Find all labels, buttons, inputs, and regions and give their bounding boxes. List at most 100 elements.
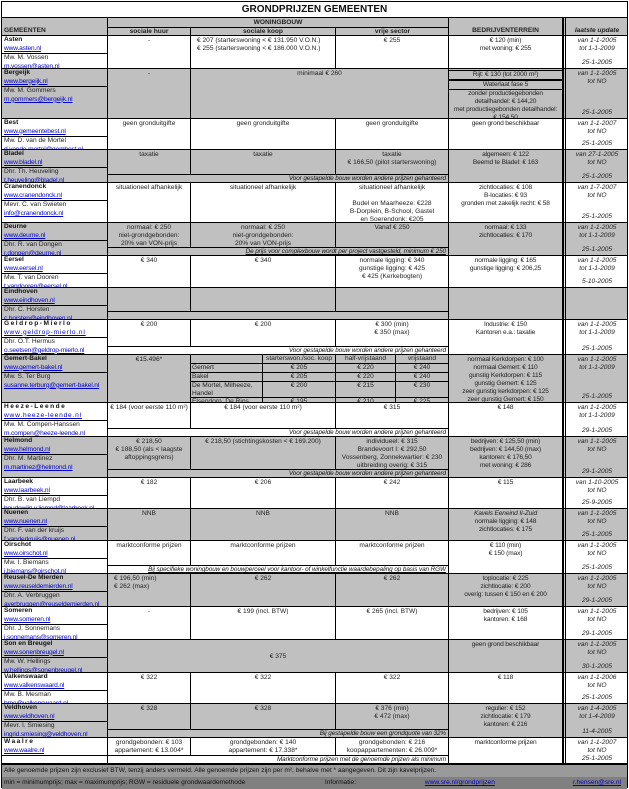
update-cell — [563, 288, 628, 319]
sociale-koop-cell: € 322 — [191, 673, 336, 703]
contact-email-link[interactable]: j.sonnemans@someren.nl — [4, 633, 78, 639]
update-period: van 1-1-2005 tot NO — [566, 641, 628, 657]
contact-email-link[interactable]: m.vossen@asten.nl — [4, 62, 60, 68]
contact-email-link[interactable]: w.hellings@sonenbreugel.nl — [4, 666, 83, 672]
contact-email-link[interactable]: i.biemans@oirschot.nl — [4, 567, 66, 573]
bedrijventerrein-cell: regulier: € 152 zichtlocatie: € 179 kantor… — [449, 704, 563, 737]
cell-line: € 315 — [383, 404, 401, 411]
gemeente-website-link[interactable]: www.laarbeek.nl — [4, 486, 50, 494]
update-date: 25-1-2005 — [581, 173, 613, 180]
gemeente-website-link[interactable]: www.helmond.nl — [4, 445, 50, 453]
gemeente-website-link[interactable]: www.asten.nl — [4, 44, 42, 52]
update-cell: van 1-1-2007 tot NO 25-1-2005 — [563, 119, 628, 149]
gemeente-website-link[interactable]: www.someren.nl — [4, 615, 51, 623]
gemeente-website-link[interactable]: www.deurne.nl — [4, 231, 46, 239]
contact-email-link[interactable]: f.vanderkruijs@nuenen.nl — [4, 535, 76, 540]
gemeente-contact: Mevr. I. Smiesing ingrid.smiesing@veldhov… — [2, 722, 107, 737]
gemeente-website-link[interactable]: www.bergeijk.nl — [4, 77, 48, 85]
update-period: van 1-1-2005 tot NO — [566, 438, 628, 454]
subtable-cell: € 220 — [336, 364, 396, 373]
gemeente-website-link[interactable]: www.gemeentebest.nl — [4, 127, 66, 135]
contact-email-link[interactable]: o.seetsen@geldrop-mierlo.nl — [4, 346, 85, 354]
cell-line: situationeel afhankelijk — [358, 184, 426, 191]
header-gemeenten: GEMEENTEN — [2, 18, 108, 35]
contact-email-link[interactable]: bme@valkenswaard.nl — [4, 700, 107, 703]
cell-line: € 340 — [140, 257, 158, 264]
update-cell: van 1-1-2005 tot 1-1-2009 29-1-2005 — [563, 403, 628, 436]
gemeente-info: Nuenen www.nuenen.nl — [2, 509, 107, 528]
contact-email-link[interactable]: ingrid.smiesing@veldhoven.nl — [4, 730, 88, 737]
gemeente-cell: Veldhoven www.veldhoven.nl Mevr. I. Smiesi… — [2, 704, 108, 737]
contact-email-link[interactable]: info@cranendonck.nl — [4, 209, 64, 217]
update-date: 29-1-2005 — [581, 468, 613, 475]
gemeente-cell: Someren www.someren.nl Dhr. J. Sonnemans j.… — [2, 607, 108, 639]
price-note: Bij gestapelde bouw een grondquote van 3… — [108, 729, 449, 737]
contact-email-link[interactable]: r.dongen@deurne.nl — [4, 249, 62, 255]
gemeente-contact: Mw. S. Ter Burg susanne.terburg@gemert-ba… — [2, 373, 107, 402]
gemeente-website-link[interactable]: www.cranendonck.nl — [4, 191, 62, 199]
table-row: Cranendonck www.cranendonck.nl Mevr. C. va… — [2, 183, 627, 223]
info-link[interactable]: www.sre.nl/grondprijzen — [424, 779, 495, 786]
cell-line: bedrijven: € 125,50 (min) — [470, 438, 541, 445]
gemeente-cell: Nuenen www.nuenen.nl Dhr. F. van der kruij… — [2, 509, 108, 540]
sociale-huur-cell: marktconforme prijzen — [108, 541, 191, 565]
cell-line: zichtlocaties: € 170 — [478, 232, 533, 239]
contact-name: Mw. I. Biemans — [4, 559, 49, 567]
vrije-sector-cell: situationeel afhankelijk Budel en Maarhee… — [336, 183, 449, 222]
cell-line: 20% van VON-prijs — [234, 240, 292, 247]
contact-email-link[interactable]: m.gommers@bergeijk.nl — [4, 95, 73, 103]
gemeente-website-link[interactable]: www.valkenswaard.nl — [4, 681, 65, 689]
bedrijventerrein-cell: € 118 — [449, 673, 563, 703]
update-cell: van 1-1-2005 tot 1-1-2009 25-1-2005 — [563, 223, 628, 255]
table-row: Gemert-Bakel www.gemert-bakel.nl Mw. S. Te… — [2, 355, 627, 403]
sociale-huur-cell: € 218,50 € 188,50 (als < laagste aftopping… — [108, 437, 191, 469]
contact-name: Dhr. B. van Liempd — [4, 496, 61, 504]
sociale-huur-cell — [108, 288, 191, 311]
gemeente-website-link[interactable]: www.eersel.nl — [4, 264, 43, 272]
contact-email-link[interactable]: m.compen@heeze-leende.nl — [4, 429, 85, 436]
contact-email-link[interactable]: averbruggen@reuseldemierden.nl — [4, 600, 100, 606]
contact-email-link[interactable]: c.horsten@eindhoven.nl — [4, 314, 72, 319]
subtable-cell: € 205 — [263, 373, 336, 382]
gemeente-website-link[interactable]: www.gemert-bakel.nl — [4, 363, 63, 371]
cell-line: zichtlocatie: € 200 — [480, 583, 531, 590]
gemeente-info: Someren www.someren.nl — [2, 607, 107, 626]
info-email[interactable]: r.hensen@sre.nl — [572, 779, 621, 786]
gemeente-website-link[interactable]: www.oirschot.nl — [4, 549, 48, 557]
sociale-koop-cell: € 207 (starterswoning < € 131.950 V.O.N.… — [191, 36, 336, 68]
update-cell: van 1-1-2005 tot NO 25-1-2005 — [563, 509, 628, 540]
contact-email-link[interactable]: t.heuveling@bladel.nl — [4, 176, 64, 182]
cell-line: € 115 — [497, 479, 514, 486]
contact-email-link[interactable]: susanne.terburg@gemert-bakel.nl — [4, 381, 100, 389]
update-from: van 27-1-2005 — [575, 151, 619, 158]
gemeente-website-link[interactable]: www.waalre.nl — [4, 746, 45, 754]
cell-line: detailhandel: € 144,20 — [474, 98, 537, 105]
gemeente-website-link[interactable]: www.reuseldemierden.nl — [4, 582, 73, 590]
vrije-sector-cell: Vanaf € 250 — [336, 223, 449, 247]
cell-line: niet-grondgebonden: — [118, 232, 180, 239]
sociale-huur-cell: geen gronduitgifte — [108, 119, 191, 149]
cell-line: € 322 — [254, 674, 272, 681]
update-period: van 1-1-2005 tot NO — [566, 608, 628, 624]
contact-name: Dhr. A. Verbruggen — [4, 592, 60, 600]
cell-line: Beemd te Bladel: € 163 — [472, 159, 539, 166]
gemeente-website-link[interactable]: www.geldrop-mierlo.nl — [4, 328, 86, 336]
bedrijventerrein-cell — [449, 288, 563, 319]
gemeente-website-link[interactable]: www.nuenen.nl — [4, 517, 47, 525]
contact-email-link[interactable]: t.vandooren@eersel.nl — [4, 282, 68, 287]
gemeente-website-link[interactable]: www.sonenbreugel.nl — [4, 648, 64, 656]
subtable-cell: € 210 — [336, 398, 396, 402]
price-note: Voor gestapelde bouw worden andere prijz… — [108, 174, 449, 182]
gemeente-website-link[interactable]: www.veldhoven.nl — [4, 712, 55, 720]
subtable-cell: € 200 — [263, 382, 336, 398]
gemeente-website-link[interactable]: www.eindhoven.nl — [4, 296, 55, 304]
gemeente-website-link[interactable]: www.bladel.nl — [4, 158, 43, 166]
contact-email-link[interactable]: m.martinez@helmond.nl — [4, 463, 73, 471]
cell-line: € 376 (min) — [375, 705, 409, 712]
update-from: van 1-1-2005 — [577, 575, 617, 582]
contact-email-link[interactable]: d.vande.mortel@gembest.nl — [4, 146, 107, 149]
contact-email-link[interactable]: boudewijn.v.liempd@laarbeek.nl — [4, 505, 107, 508]
subtable-cell: € 230 — [396, 382, 448, 398]
gemeente-website-link[interactable]: www.heeze-leende.nl — [4, 411, 82, 419]
cell-line: Budel en Maarheeze: €228 — [352, 200, 432, 207]
